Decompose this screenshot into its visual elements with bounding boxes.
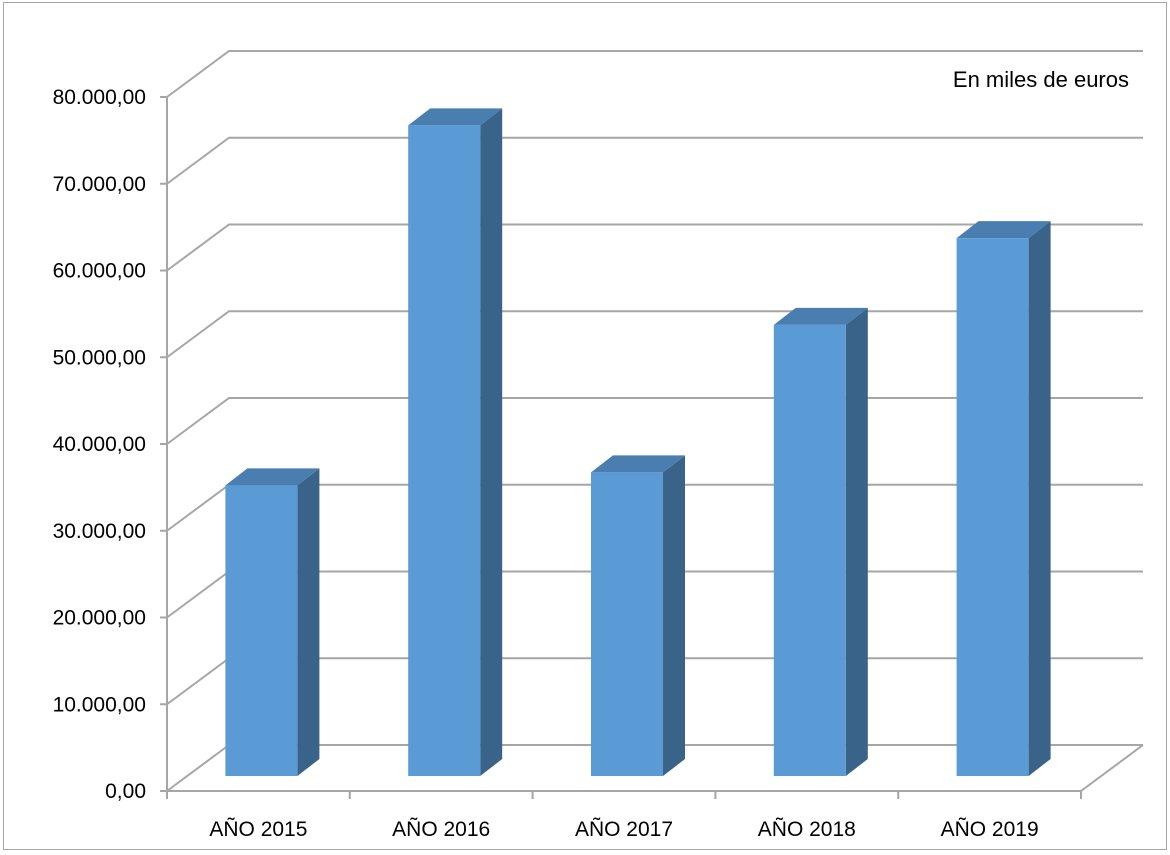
grid-layer [166,50,1143,792]
x-category-label: AÑO 2019 [941,817,1039,841]
bar [773,307,868,776]
bar-front [591,472,663,776]
bar-top [225,468,320,486]
y-tick-label: 30.000,00 [53,520,146,543]
gridline [166,50,1143,98]
y-tick-label: 0,00 [105,780,146,803]
bar-side [480,108,503,776]
y-tick-label: 60.000,00 [53,260,146,283]
bar-layer [225,108,1051,776]
bar [225,468,320,776]
y-tick-label: 50.000,00 [53,346,146,369]
bar-side [845,307,868,776]
axis-layer [160,96,1144,799]
y-tick-label: 20.000,00 [53,607,146,630]
y-tick-label: 40.000,00 [53,433,146,456]
bar-front [408,125,481,776]
bar-top [408,108,503,126]
bar-side [1028,221,1051,776]
bar-side [297,468,320,776]
bar-top [773,307,868,325]
gridline [166,136,1143,185]
bar [408,108,503,776]
y-tick-label: 10.000,00 [53,693,146,716]
x-category-label: AÑO 2015 [209,817,307,841]
floor-right-edge [1080,744,1144,792]
bar-top [956,221,1051,239]
bar-top [591,455,685,473]
y-tick-label: 70.000,00 [53,173,146,196]
x-category-label: AÑO 2017 [575,817,673,841]
x-category-label: AÑO 2018 [758,817,856,841]
bar [591,455,685,776]
chart-container: 0,00 10.000,00 20.000,00 30.000,00 40.000,00… [3,2,1167,850]
bar-front [956,238,1029,776]
bar-front [773,324,846,776]
bar-side [663,455,685,776]
x-category-label: AÑO 2016 [392,817,490,841]
y-tick-label: 80.000,00 [53,86,146,109]
gridline [166,223,1143,272]
bar [956,221,1051,776]
unit-annotation: En miles de euros [953,67,1129,92]
bar-front [225,485,298,776]
label-layer: 0,00 10.000,00 20.000,00 30.000,00 40.000,00… [53,86,1039,841]
